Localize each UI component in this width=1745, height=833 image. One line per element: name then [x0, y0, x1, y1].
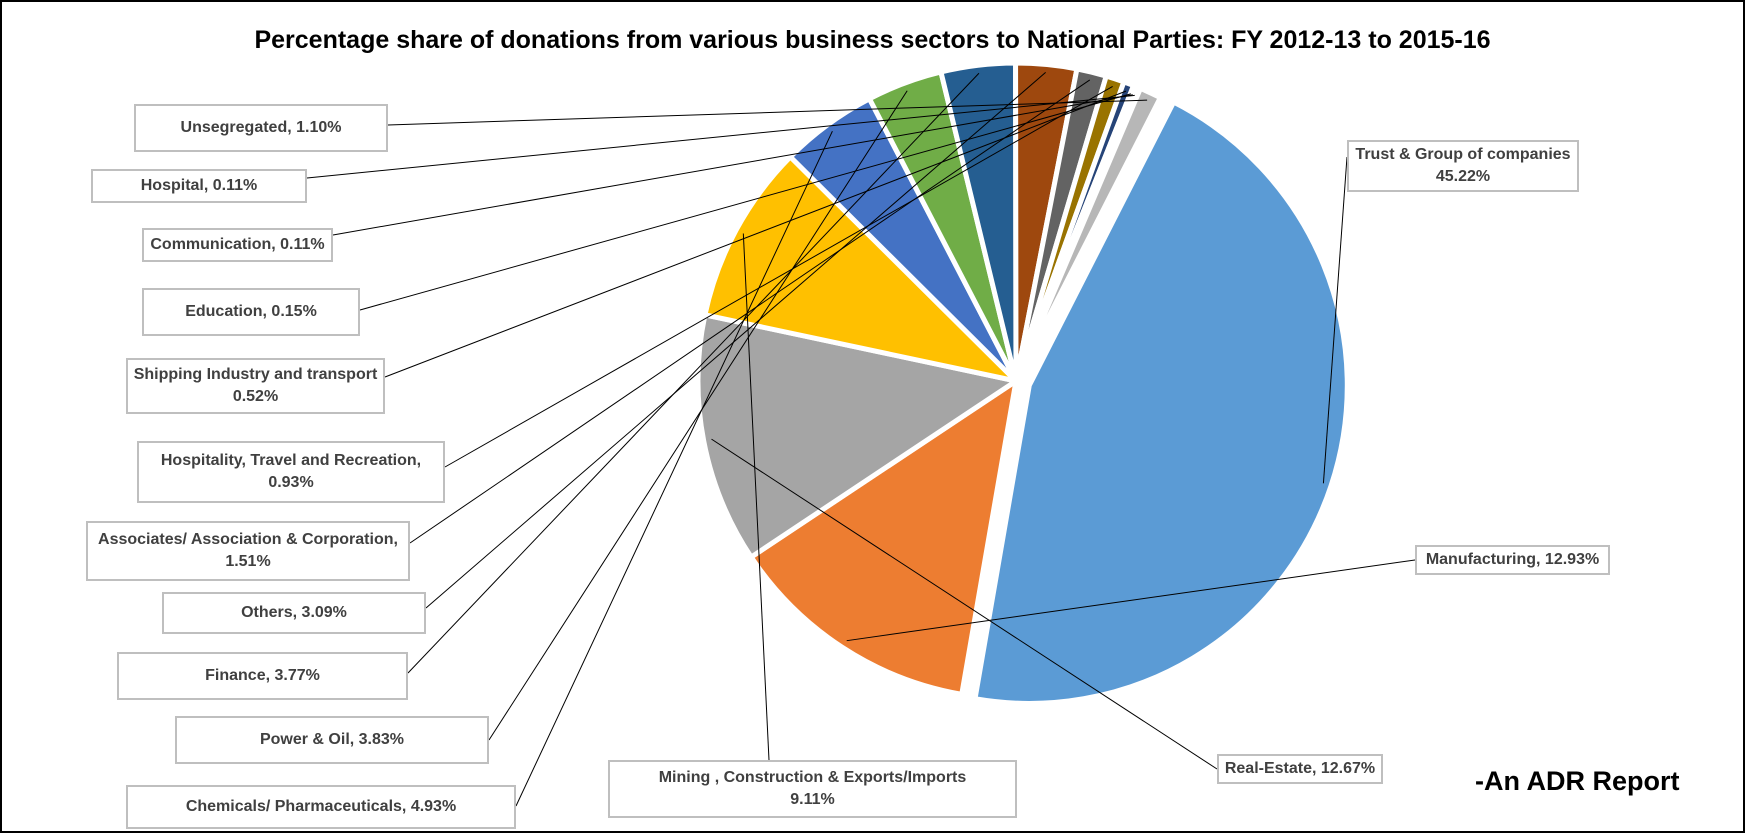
leader-line: [407, 72, 980, 674]
data-label-text: Shipping Industry and transport: [133, 366, 378, 383]
data-label: Unsegregated, 1.10%: [134, 104, 388, 152]
leader-line: [332, 93, 1135, 236]
data-label-text: Power & Oil, 3.83%: [259, 731, 405, 748]
data-label-text: Hospital, 0.11%: [140, 177, 258, 194]
data-label: Power & Oil, 3.83%: [175, 716, 489, 764]
leader-line: [409, 79, 1091, 544]
data-label-text: Others, 3.09%: [241, 604, 347, 621]
data-label: Mining , Construction & Exports/Imports 9…: [608, 760, 1017, 818]
data-label-value: 9.11%: [790, 791, 835, 808]
pie-slice-mining-construction-exports-imports: [701, 153, 1024, 386]
pie-slice-unsegregated: [1013, 85, 1164, 383]
data-label: Hospital, 0.11%: [91, 169, 307, 203]
data-label: Others, 3.09%: [162, 592, 426, 634]
pie-slice-trust-group-of-companies: [972, 98, 1350, 706]
data-label-value: 0.52%: [232, 388, 279, 405]
data-label-text: Unsegregated, 1.10%: [180, 119, 342, 136]
leader-line: [488, 90, 908, 741]
leader-line: [1322, 156, 1348, 484]
data-label: Chemicals/ Pharmaceuticals, 4.93%: [126, 785, 516, 829]
data-label: Finance, 3.77%: [117, 652, 408, 700]
pie-slice-real-estate: [695, 311, 1023, 561]
data-label-text: Communication, 0.11%: [150, 236, 325, 253]
data-label-text: Manufacturing, 12.93%: [1425, 551, 1600, 568]
data-label: Trust & Group of companies 45.22%: [1347, 140, 1579, 192]
data-label: Manufacturing, 12.93%: [1415, 545, 1610, 575]
data-label-text: Chemicals/ Pharmaceuticals, 4.93%: [185, 798, 457, 815]
chart-title: Percentage share of donations from vario…: [254, 26, 1491, 54]
data-label-value: 1.51%: [225, 553, 271, 570]
leader-line: [384, 90, 1127, 378]
data-label: Associates/ Association & Corporation, 1.…: [86, 521, 410, 581]
data-label-text: Hospitality, Travel and Recreation,: [160, 452, 422, 469]
data-label: Hospitality, Travel and Recreation, 0.93%: [137, 441, 445, 503]
data-label: Shipping Industry and transport 0.52%: [126, 358, 385, 414]
data-label-value: 0.93%: [268, 474, 314, 491]
data-label: Communication, 0.11%: [142, 228, 333, 262]
data-label-text: Associates/ Association & Corporation,: [98, 531, 398, 548]
leader-line: [444, 86, 1113, 468]
leader-line: [742, 233, 770, 761]
data-label-text: Finance, 3.77%: [205, 667, 320, 684]
data-label-text: Education, 0.15%: [185, 303, 317, 320]
leader-line: [711, 438, 1218, 770]
data-label-value: 45.22%: [1435, 168, 1491, 185]
pie-slice-manufacturing: [747, 375, 1020, 698]
leader-line: [846, 559, 1416, 642]
data-label: Real-Estate, 12.67%: [1217, 754, 1383, 784]
leader-line: [306, 94, 1137, 179]
data-label: Education, 0.15%: [142, 288, 360, 336]
leader-line: [359, 93, 1133, 311]
data-label-text: Mining , Construction & Exports/Imports: [658, 769, 967, 786]
data-label-text: Trust & Group of companies: [1355, 146, 1571, 163]
leader-line: [515, 131, 833, 807]
leader-line: [387, 99, 1148, 126]
data-label-text: Real-Estate, 12.67%: [1224, 760, 1376, 777]
report-credit: -An ADR Report: [1475, 766, 1680, 796]
